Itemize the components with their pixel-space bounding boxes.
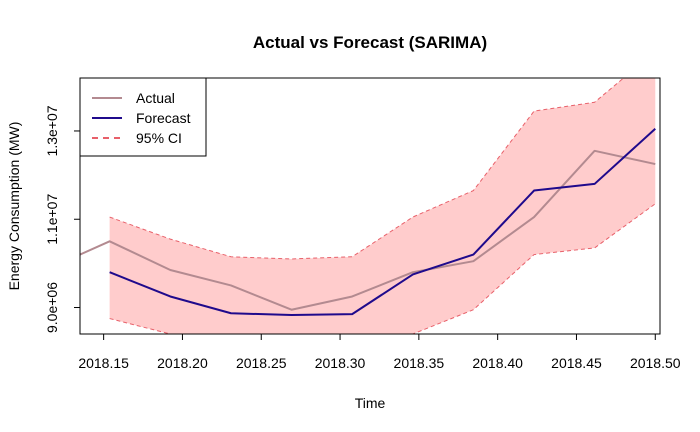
legend: Actual Forecast 95% CI <box>79 77 207 157</box>
ci-band <box>109 78 656 334</box>
chart-title: Actual vs Forecast (SARIMA) <box>253 33 487 52</box>
x-tick-label: 2018.20 <box>157 355 208 371</box>
x-axis-label: Time <box>355 395 386 411</box>
x-tick-label: 2018.45 <box>551 355 602 371</box>
plot-frame <box>79 77 661 335</box>
x-tick-label: 2018.30 <box>315 355 366 371</box>
x-axis: 2018.15 2018.20 2018.25 2018.30 2018.35 2018.… <box>78 334 681 371</box>
series-forecast-line <box>109 128 656 317</box>
x-tick-label: 2018.15 <box>78 355 129 371</box>
x-tick-label: 2018.50 <box>630 355 681 371</box>
ci-upper-line <box>109 78 625 260</box>
x-tick-label: 2018.40 <box>472 355 523 371</box>
y-tick-label: 9.0e+06 <box>44 282 60 333</box>
y-axis: 9.0e+06 1.1e+07 1.3e+07 <box>44 105 80 333</box>
x-tick-label: 2018.35 <box>394 355 445 371</box>
y-axis-label: Energy Consumption (MW) <box>6 122 22 291</box>
series-actual-line <box>80 149 656 311</box>
x-tick-label: 2018.25 <box>236 355 287 371</box>
y-tick-label: 1.3e+07 <box>44 105 60 156</box>
legend-label-forecast: Forecast <box>136 110 191 126</box>
legend-label-actual: Actual <box>136 90 175 106</box>
plot-area <box>80 78 656 334</box>
legend-label-ci: 95% CI <box>136 130 182 146</box>
y-tick-label: 1.1e+07 <box>44 194 60 245</box>
